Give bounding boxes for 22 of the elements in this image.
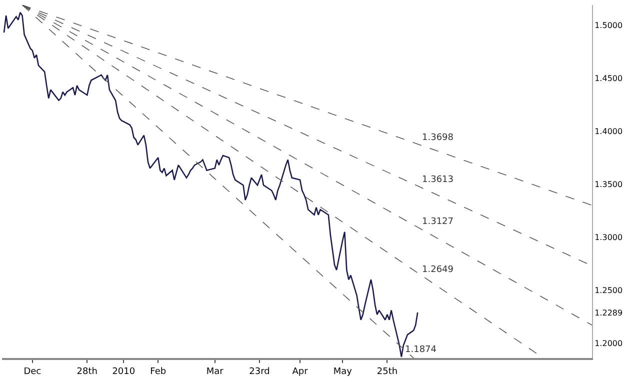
y-tick-label: 1.3000 bbox=[594, 232, 623, 242]
x-tick-label: 28th bbox=[76, 366, 98, 377]
annotation: 1.2649 bbox=[422, 265, 454, 275]
y-tick-label: 1.5000 bbox=[594, 20, 623, 30]
x-tick-label: 2010 bbox=[112, 366, 136, 377]
y-tick-label: 1.3500 bbox=[594, 180, 623, 189]
y-tick-label: 1.2000 bbox=[594, 338, 623, 348]
y-tick-label: 1.4000 bbox=[594, 126, 623, 136]
annotation: 1.3613 bbox=[422, 175, 454, 185]
y-tick-label: 1.2289 bbox=[594, 308, 623, 318]
x-tick-label: 25th bbox=[376, 366, 398, 377]
x-tick-label: May bbox=[333, 366, 353, 377]
x-tick-label: 23rd bbox=[249, 366, 270, 377]
x-tick-label: Apr bbox=[292, 366, 308, 377]
x-tick-label: Mar bbox=[206, 366, 224, 377]
annotation: 1.3698 bbox=[422, 133, 454, 143]
x-tick-label: Dec bbox=[24, 366, 42, 377]
y-tick-label: 1.2500 bbox=[594, 286, 623, 295]
y-tick-label: 1.4500 bbox=[594, 74, 623, 83]
x-tick-label: Feb bbox=[150, 366, 166, 377]
annotation: 1.1874 bbox=[405, 345, 437, 355]
annotation: 1.3127 bbox=[422, 217, 454, 227]
